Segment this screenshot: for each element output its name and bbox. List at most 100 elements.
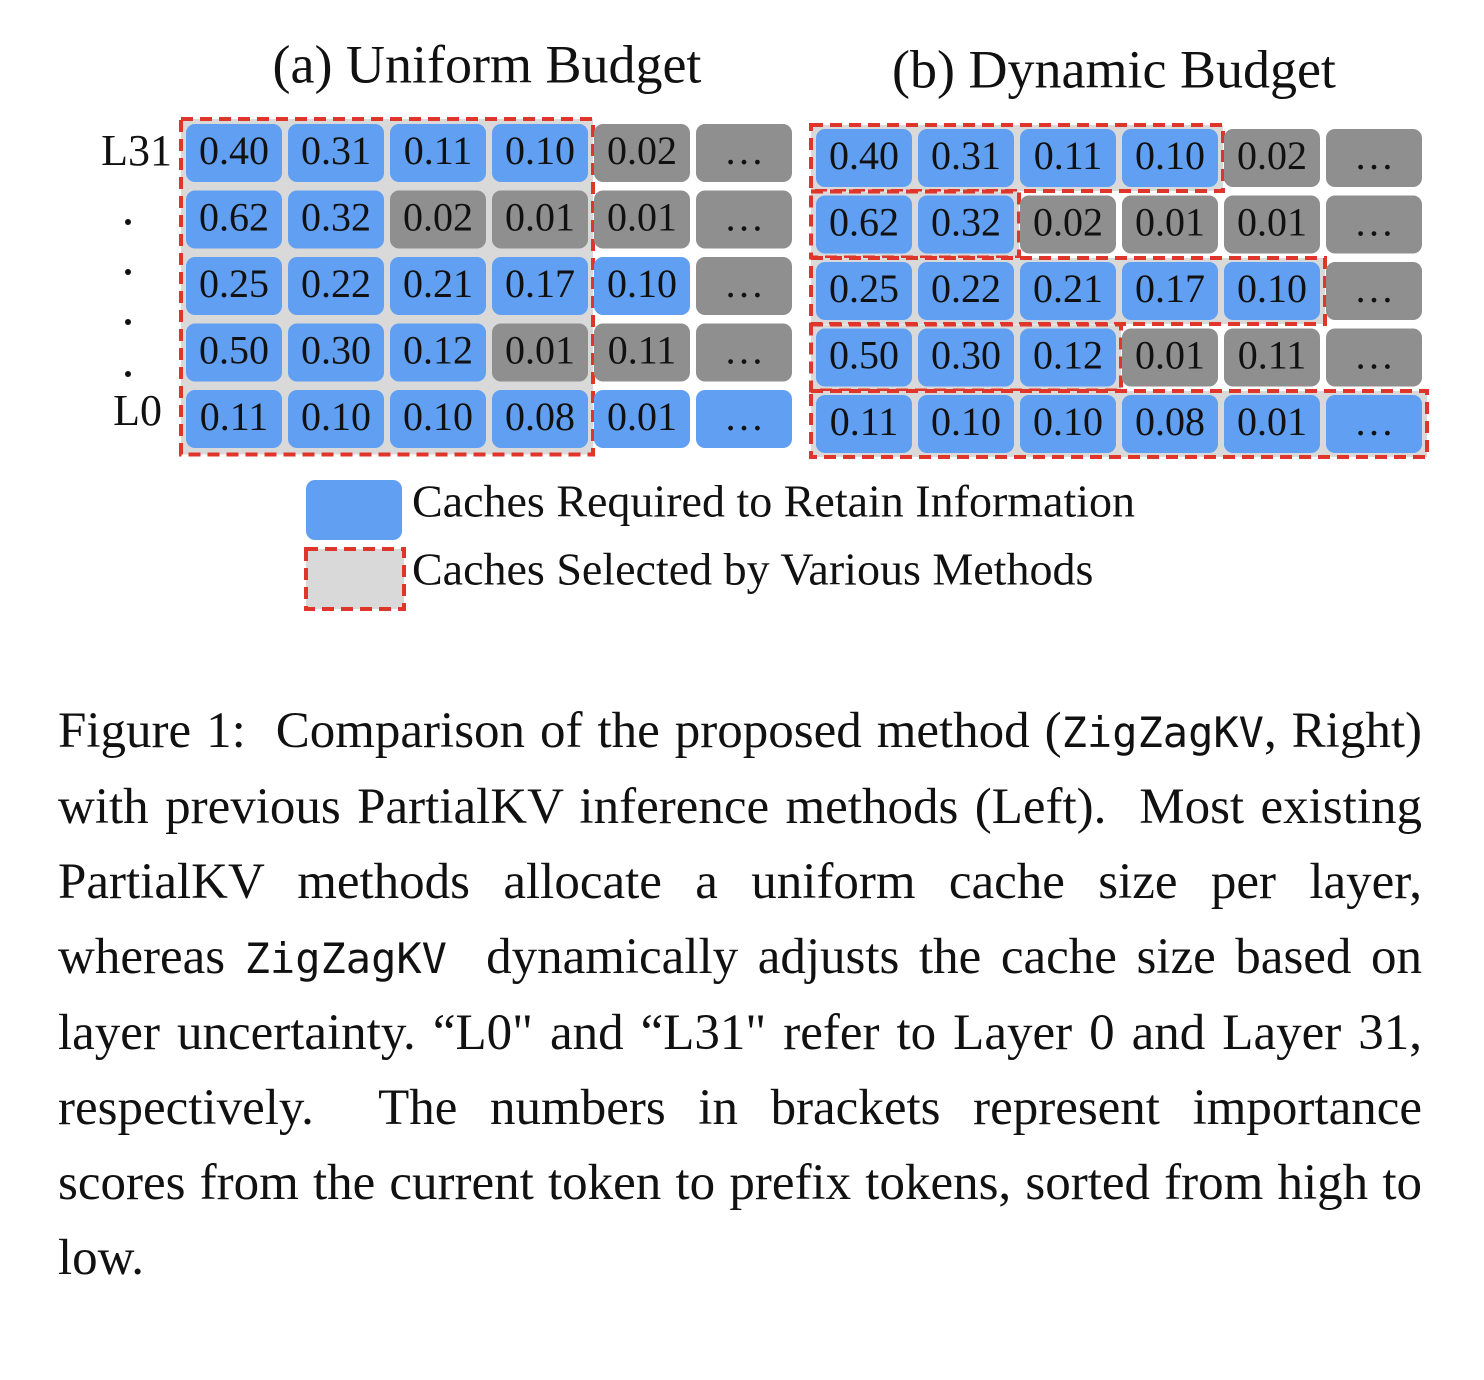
cell-value: 0.10 xyxy=(931,399,1001,444)
cache-cell xyxy=(1326,262,1422,320)
cell-value: 0.25 xyxy=(829,266,899,311)
cell-value: 0.12 xyxy=(403,328,473,373)
cell-value: 0.40 xyxy=(199,128,269,173)
ellipsis-dot xyxy=(125,319,131,325)
cell-value: 0.25 xyxy=(199,261,269,306)
code-name: ZigZagKV xyxy=(244,934,447,983)
cell-value: 0.31 xyxy=(301,128,371,173)
cache-cell xyxy=(696,390,792,448)
cell-value: 0.12 xyxy=(1033,333,1103,378)
cell-value: … xyxy=(1354,133,1394,178)
cache-cell xyxy=(1020,129,1116,187)
cell-value: 0.21 xyxy=(1033,266,1103,311)
cache-cell xyxy=(1020,395,1116,453)
cache-cell xyxy=(390,257,486,315)
cache-cell xyxy=(390,390,486,448)
cell-value: 0.08 xyxy=(1135,399,1205,444)
cache-cell xyxy=(696,124,792,182)
cache-cell xyxy=(918,328,1014,387)
caption-text: dynamically adjusts the cache size based… xyxy=(58,929,1435,1286)
legend-swatch xyxy=(306,480,402,540)
ellipsis-dot xyxy=(125,269,131,275)
cell-value: 0.02 xyxy=(1237,133,1307,178)
cache-cell xyxy=(918,395,1014,453)
cache-cell xyxy=(390,190,486,249)
cell-value: … xyxy=(1354,200,1394,245)
caption-text: , Right) with previous PartialKV inferen… xyxy=(58,703,1435,985)
cache-cell xyxy=(186,124,282,182)
cache-cell xyxy=(816,129,912,187)
cell-value: 0.01 xyxy=(1237,200,1307,245)
panel-title: (a) Uniform Budget xyxy=(273,34,702,94)
cache-cell xyxy=(288,390,384,448)
cell-value: 0.31 xyxy=(931,133,1001,178)
cache-cell xyxy=(492,190,588,249)
cache-cell xyxy=(186,257,282,315)
cache-cell xyxy=(594,190,690,249)
cell-value: … xyxy=(1354,333,1394,378)
code-name: ZigZagKV xyxy=(1061,708,1264,757)
cell-value: 0.11 xyxy=(200,394,269,439)
cache-cell xyxy=(390,323,486,382)
cell-value: 0.10 xyxy=(301,394,371,439)
cell-value: … xyxy=(724,394,764,439)
cache-cell xyxy=(492,323,588,382)
cell-value: 0.40 xyxy=(829,133,899,178)
cell-value: 0.01 xyxy=(1135,200,1205,245)
cache-cell xyxy=(816,328,912,387)
cell-value: 0.11 xyxy=(404,128,473,173)
cache-cell xyxy=(1224,129,1320,187)
cell-value: … xyxy=(724,328,764,373)
legend-label: Caches Required to Retain Information xyxy=(412,476,1135,527)
cache-cell xyxy=(696,190,792,249)
cell-value: 0.32 xyxy=(931,200,1001,245)
cache-cell xyxy=(288,190,384,249)
cache-cell xyxy=(186,390,282,448)
cache-cell xyxy=(696,323,792,382)
cache-cell xyxy=(288,124,384,182)
cell-value: 0.11 xyxy=(1034,133,1103,178)
cache-cell xyxy=(1122,129,1218,187)
cell-value: 0.01 xyxy=(505,328,575,373)
cache-cell xyxy=(1326,328,1422,387)
cache-cell xyxy=(918,195,1014,254)
cache-cell xyxy=(816,195,912,254)
cache-cell xyxy=(186,323,282,382)
cache-cell xyxy=(918,262,1014,320)
cache-cell xyxy=(1122,395,1218,453)
cache-cell xyxy=(816,395,912,453)
caption-text: Figure 1: Comparison of the proposed met… xyxy=(58,703,1062,759)
cache-cell xyxy=(1326,395,1422,453)
cache-cell xyxy=(1224,328,1320,387)
cell-value: 0.10 xyxy=(607,261,677,306)
cache-cell xyxy=(1122,328,1218,387)
cell-value: 0.08 xyxy=(505,394,575,439)
legend-swatch xyxy=(304,547,406,611)
cache-cell xyxy=(288,323,384,382)
cache-cell xyxy=(594,323,690,382)
cell-value: 0.02 xyxy=(1033,200,1103,245)
cell-value: … xyxy=(724,128,764,173)
cell-value: 0.02 xyxy=(403,195,473,240)
cache-cell xyxy=(1020,262,1116,320)
cache-cell xyxy=(1020,195,1116,254)
cell-value: 0.62 xyxy=(829,200,899,245)
cache-cell xyxy=(1224,262,1320,320)
selection-outline xyxy=(809,389,1429,459)
cache-cell xyxy=(816,262,912,320)
cache-cell xyxy=(594,390,690,448)
cell-value: 0.22 xyxy=(301,261,371,306)
row-label: L0 xyxy=(113,386,162,435)
cell-value: 0.30 xyxy=(931,333,1001,378)
panel-title: (b) Dynamic Budget xyxy=(892,39,1336,99)
cell-value: … xyxy=(1354,399,1394,444)
caption: Figure 1: Comparison of the proposed met… xyxy=(58,694,1422,1296)
cache-cell xyxy=(918,129,1014,187)
legend-label: Caches Selected by Various Methods xyxy=(412,544,1093,595)
cell-value: 0.02 xyxy=(607,128,677,173)
cache-cell xyxy=(186,190,282,249)
cell-value: 0.50 xyxy=(199,328,269,373)
cell-value: 0.10 xyxy=(403,394,473,439)
cell-value: 0.01 xyxy=(607,394,677,439)
